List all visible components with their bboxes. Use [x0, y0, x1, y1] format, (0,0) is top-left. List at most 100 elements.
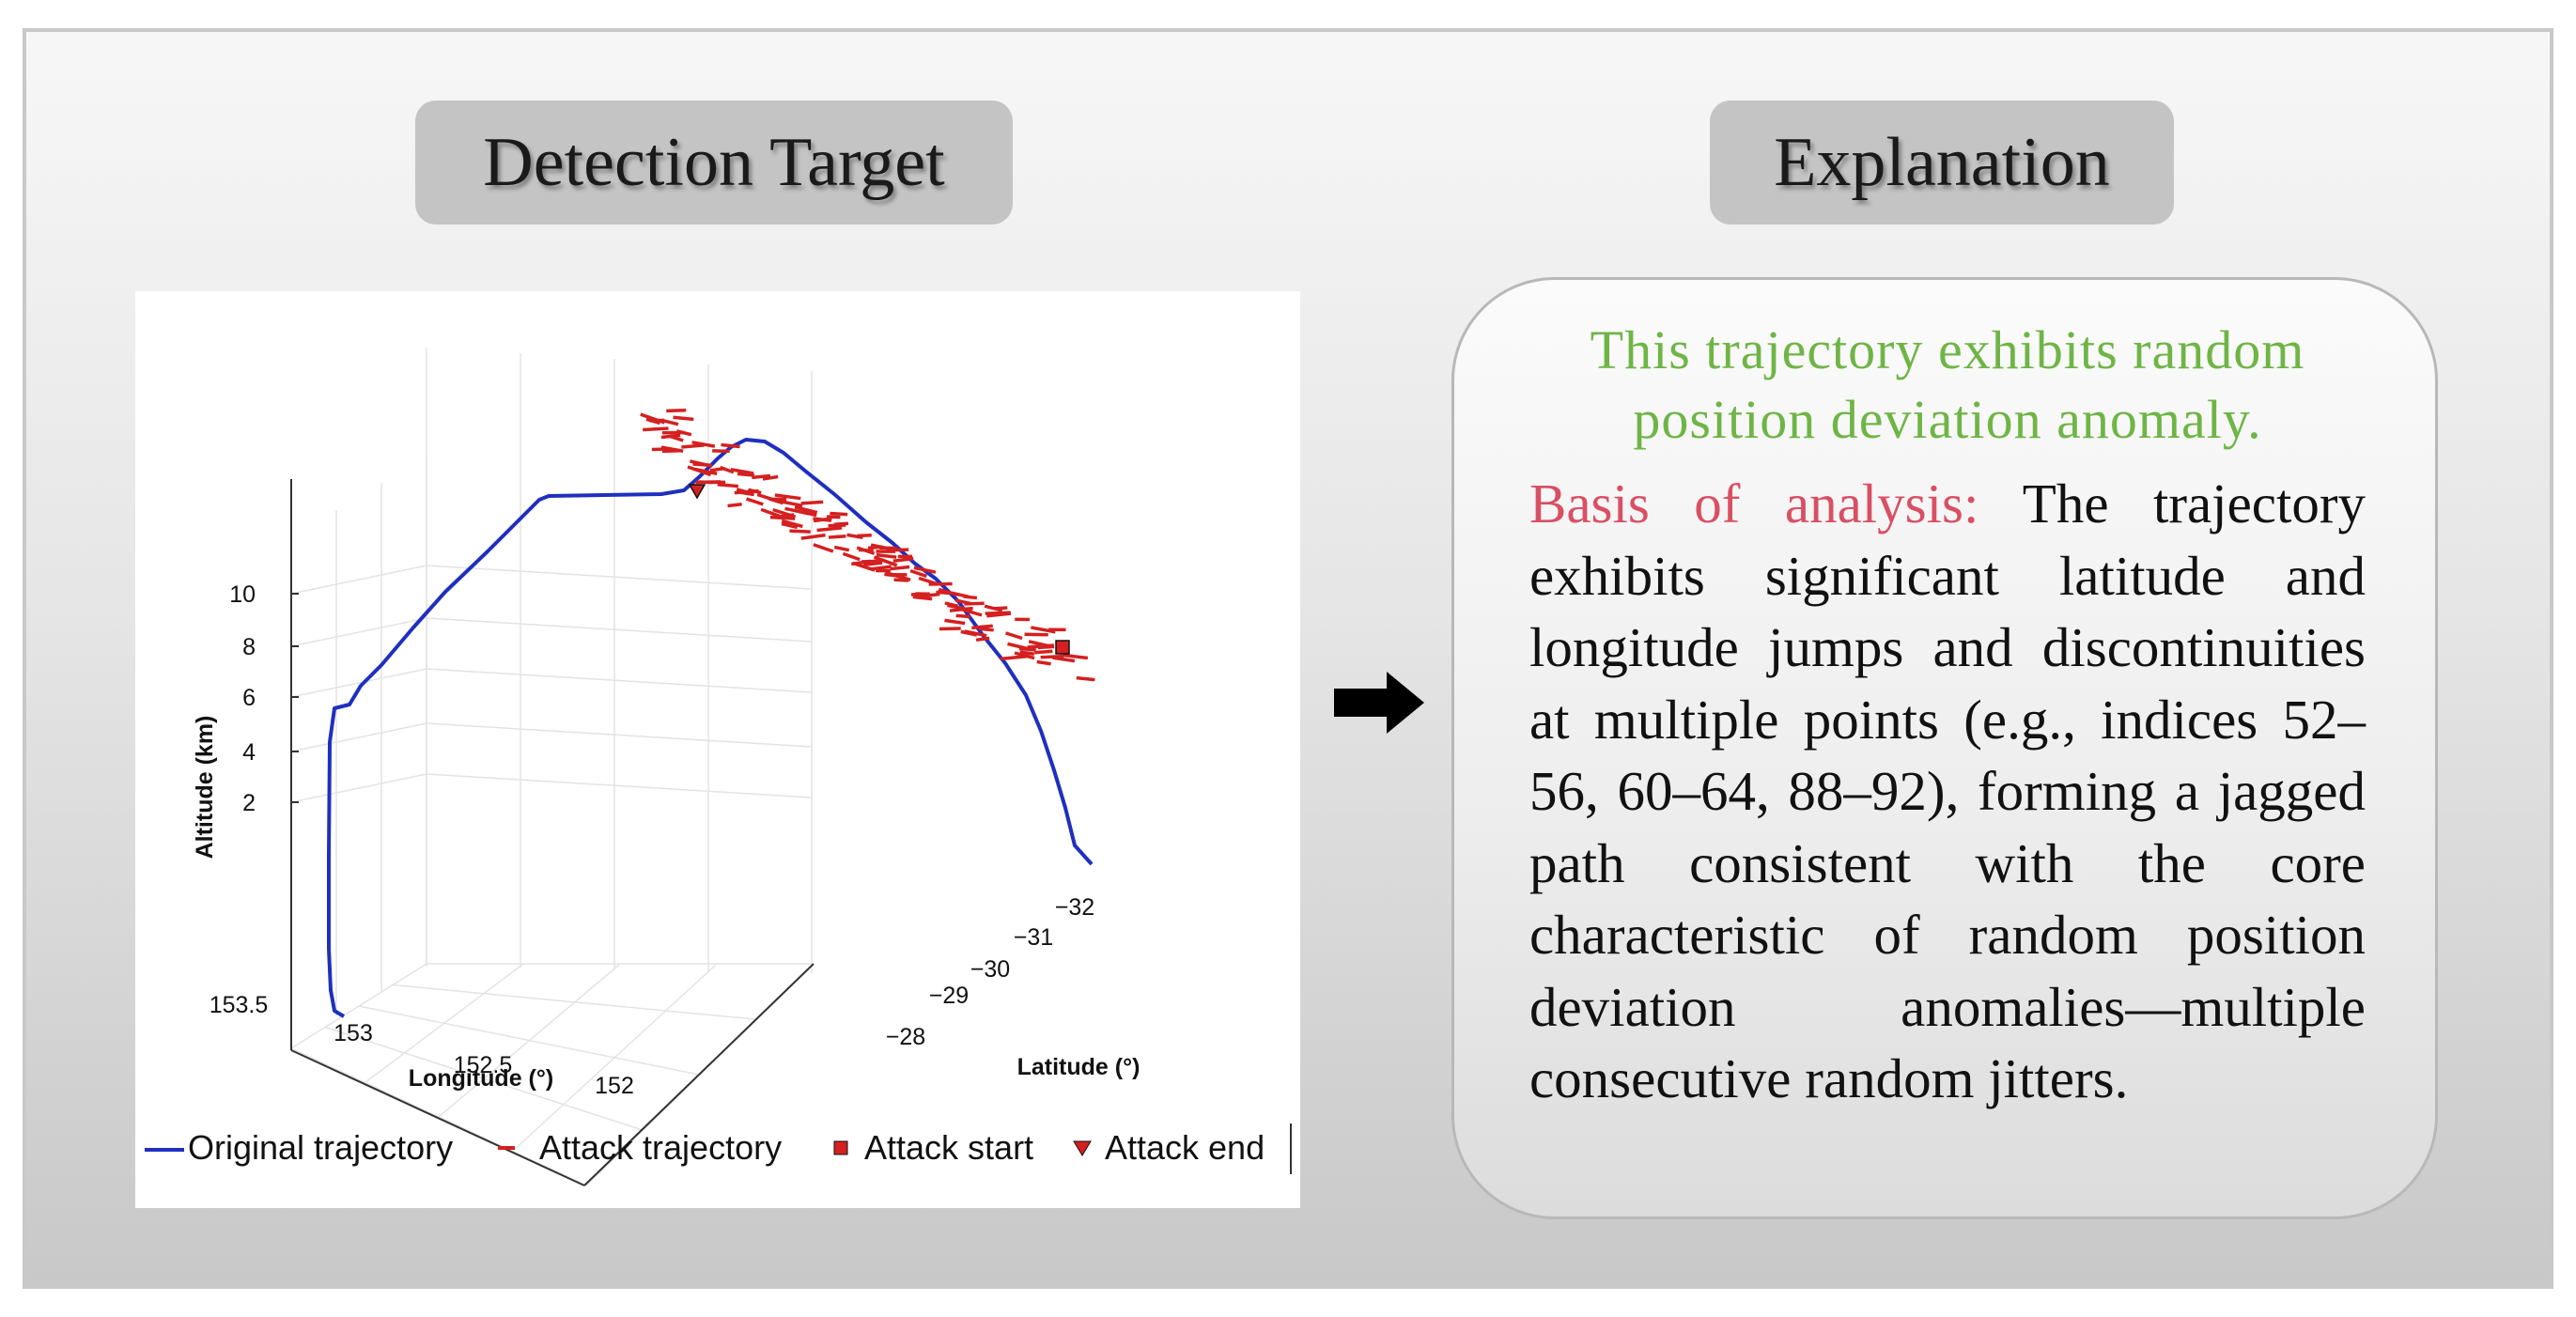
explanation-header: Explanation [1710, 101, 2174, 225]
attack-trajectory-dash [1032, 643, 1055, 649]
attack-trajectory-dash [830, 511, 848, 517]
attack-trajectory-dash [709, 467, 725, 473]
attack-trajectory-dash [979, 627, 994, 632]
legend-original-label: Original trajectory [188, 1128, 453, 1167]
explanation-summary: This trajectory exhibits random position… [1590, 319, 2305, 450]
chart-data-layer [327, 408, 1095, 1018]
attack-trajectory-dash [769, 515, 796, 520]
attack-trajectory-dash [694, 467, 718, 475]
attack-trajectory-dash [727, 502, 742, 508]
grid-line [426, 668, 813, 693]
trajectory-chart: 2 4 6 8 10 153.5 153 152.5 152 −28 −29 −30 −31 −32 Al… [135, 291, 1300, 1208]
grid-line [426, 565, 813, 590]
attack-trajectory-dash [752, 473, 771, 480]
attack-trajectory-dash [862, 561, 883, 566]
attack-trajectory-dash [912, 595, 933, 601]
attack-end-marker [688, 484, 706, 500]
attack-trajectory-dash [842, 551, 861, 562]
z-axis-label: Altitude (km) [192, 716, 218, 860]
z-tick-label: 4 [242, 739, 256, 766]
y-tick-label: −32 [1055, 894, 1094, 921]
attack-start-marker [1055, 640, 1070, 655]
attack-trajectory-dash [748, 488, 762, 495]
attack-trajectory-dash [730, 468, 754, 475]
y-tick-label: −31 [1014, 924, 1053, 951]
grid-line [438, 964, 620, 1118]
attack-trajectory-dash [1076, 675, 1095, 682]
legend-attack-label: Attack trajectory [539, 1128, 782, 1167]
attack-trajectory-dash [690, 459, 712, 468]
attack-trajectory-dash [813, 517, 832, 523]
chart-ticks: 2 4 6 8 10 153.5 153 152.5 152 −28−29−30−31−32 [209, 479, 1094, 1186]
attack-trajectory-dash [1019, 650, 1035, 656]
legend-end-label: Attack end [1105, 1128, 1265, 1167]
attack-trajectory-dash [643, 426, 669, 432]
grid-line [426, 722, 813, 748]
attack-trajectory-dash [867, 545, 883, 550]
attack-trajectory-dash [828, 523, 846, 528]
attack-trajectory-dash [959, 607, 983, 617]
legend-end-swatch [1073, 1140, 1092, 1156]
attack-trajectory-dash [909, 568, 927, 579]
attack-trajectory-dash [712, 449, 730, 454]
grid-line [290, 668, 427, 698]
basis-text: The trajectory exhibits significant lati… [1529, 473, 2366, 1109]
attack-trajectory-dash [774, 493, 801, 501]
right-arrow-icon [1334, 672, 1424, 738]
grid-line [426, 617, 813, 643]
grid-line [365, 963, 523, 1084]
y-tick-label: −30 [970, 956, 1010, 983]
y-tick-label: −29 [929, 983, 969, 1009]
attack-trajectory-dash [851, 559, 871, 566]
original-trajectory-line [327, 438, 1094, 1018]
attack-trajectory-dash [813, 543, 834, 553]
attack-trajectory-dash [964, 601, 985, 606]
x-tick-label: 153 [334, 1020, 373, 1046]
attack-trajectory-dash [870, 565, 892, 571]
attack-trajectory-dash [1024, 632, 1048, 637]
chart-legend: Original trajectory Attack trajectory At… [145, 1123, 1292, 1174]
attack-trajectory-dash [660, 445, 684, 453]
attack-trajectory-dash [776, 513, 795, 519]
trajectory-chart-svg: 2 4 6 8 10 153.5 153 152.5 152 −28−29−30−31−32 Al… [145, 348, 1292, 1186]
attack-trajectory-dash [800, 500, 824, 505]
attack-trajectory-dash [955, 613, 971, 619]
attack-trajectory-dash [916, 592, 940, 599]
y-axis-label: Latitude (°) [1017, 1054, 1141, 1080]
attack-trajectory-dash [794, 505, 818, 515]
detection-target-header: Detection Target [415, 101, 1013, 225]
x-tick-label: 152.5 [454, 1052, 513, 1078]
attack-trajectory-dash [645, 417, 660, 426]
attack-trajectory-dash [913, 566, 937, 574]
attack-trajectory-dash [1034, 649, 1053, 655]
attack-trajectory-dash [781, 521, 799, 530]
attack-trajectory-dash [964, 629, 987, 638]
attack-trajectory-dash [1063, 653, 1089, 660]
legend-start-swatch [833, 1140, 848, 1155]
grid-line [511, 964, 717, 1153]
attack-trajectory-dash [873, 555, 898, 567]
attack-trajectory-dash [944, 618, 966, 626]
explanation-box: This trajectory exhibits random position… [1451, 277, 2438, 1219]
y-tick-label: −28 [886, 1024, 925, 1050]
x-axis-label: Longitude (°) [409, 1065, 553, 1092]
x-axis-line [290, 1049, 585, 1186]
attack-trajectory-dash [640, 412, 666, 425]
attack-trajectory-dash [1052, 656, 1076, 663]
attack-trajectory-dash [928, 581, 953, 586]
attack-trajectory-dash [971, 624, 993, 630]
attack-trajectory-dash [936, 590, 950, 596]
grid-line [290, 565, 427, 595]
attack-trajectory-dash [893, 578, 909, 582]
chart-grid [290, 348, 813, 1186]
grid-line [290, 963, 427, 1049]
attack-trajectory-dash [857, 533, 872, 538]
attack-trajectory-dash [781, 519, 803, 529]
attack-trajectory-dash [681, 443, 705, 449]
grid-line [426, 773, 813, 798]
basis-label: Basis of analysis: [1529, 473, 1979, 535]
attack-trajectory-dash [1000, 655, 1028, 661]
attack-trajectory-dash [740, 490, 754, 497]
grid-line [290, 722, 427, 752]
attack-trajectory-dash [975, 636, 990, 643]
